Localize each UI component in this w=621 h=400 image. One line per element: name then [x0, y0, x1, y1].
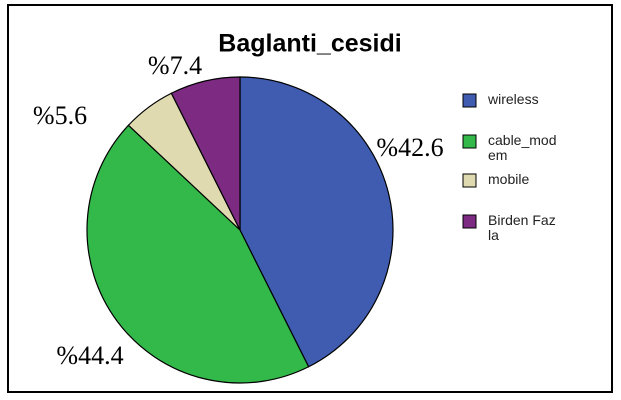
chart-title: Baglanti_cesidi [218, 30, 401, 58]
pie-slice [86, 124, 310, 384]
legend-swatch [462, 93, 477, 108]
value-label: %44.4 [56, 341, 123, 370]
legend-label: Birden Fazla [488, 212, 556, 243]
legend-label: mobile [488, 171, 530, 187]
value-label: %5.6 [33, 101, 87, 130]
legend-swatch [462, 214, 477, 229]
value-label: %42.6 [376, 133, 443, 162]
legend-swatch [462, 173, 477, 188]
pie-slice [170, 76, 241, 231]
legend-swatch [462, 134, 477, 149]
legend-label: cable_modem [488, 132, 557, 163]
legend-label: wireless [488, 91, 539, 107]
pie-slice [239, 76, 394, 368]
value-label: %7.4 [148, 51, 202, 80]
